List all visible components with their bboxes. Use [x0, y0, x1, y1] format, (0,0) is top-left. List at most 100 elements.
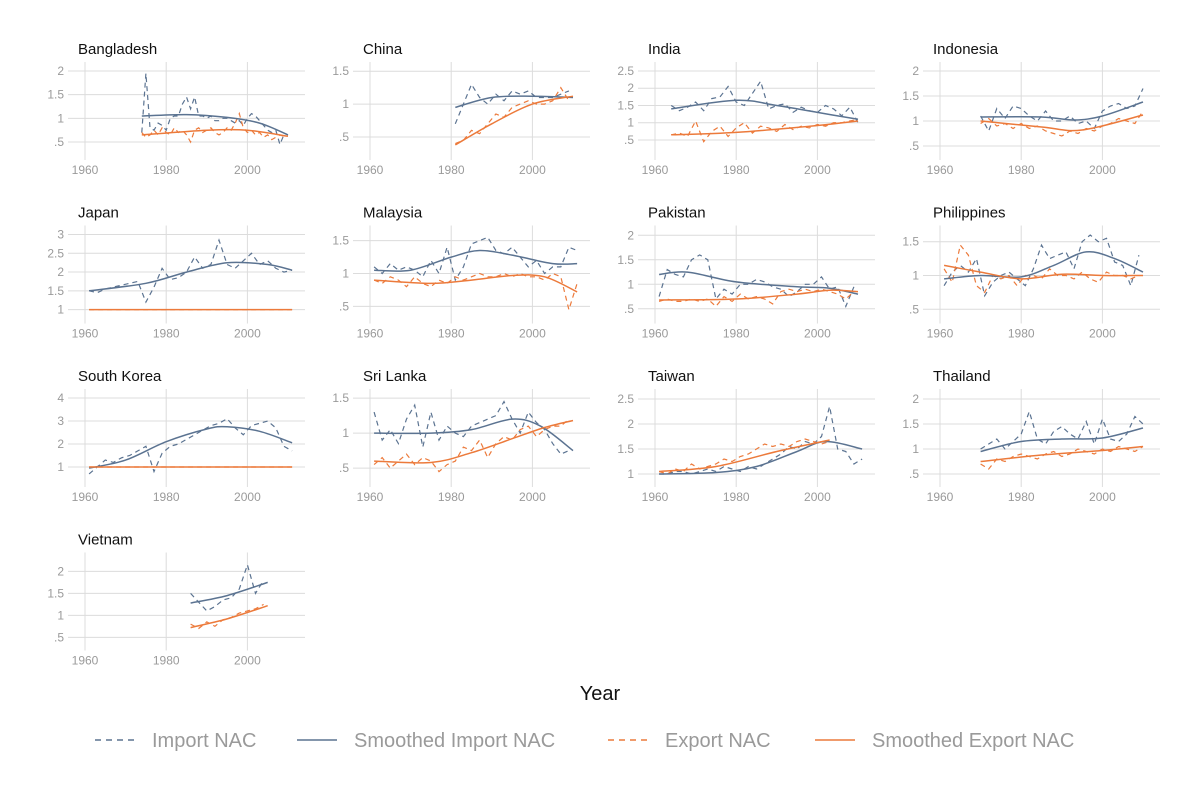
smoothed-export-nac-line	[980, 445, 1144, 463]
smoothed-import-nac-line	[88, 425, 293, 469]
import-nac-line	[373, 236, 578, 282]
smoothed-export-nac-line	[943, 264, 1144, 280]
x-tick-label: 2000	[804, 327, 831, 341]
export-nac-line	[980, 110, 1144, 137]
smoothed-export-nac-line	[671, 120, 859, 136]
y-tick-label: 1	[627, 467, 634, 481]
y-tick-label: 1.5	[902, 89, 919, 103]
x-tick-label: 1980	[438, 163, 465, 177]
y-tick-label: 1.5	[617, 98, 634, 112]
panel-title: Thailand	[933, 368, 991, 385]
y-tick-label: 2	[57, 64, 64, 78]
x-axis-title: Year	[580, 683, 621, 705]
y-tick-label: 2	[57, 437, 64, 451]
export-nac-line	[658, 288, 855, 308]
y-tick-label: 2.5	[617, 64, 634, 78]
panel-title: South Korea	[78, 368, 162, 385]
smoothed-import-nac-line	[89, 261, 293, 292]
smoothed-export-nac-line	[374, 274, 578, 293]
x-tick-label: 1980	[153, 163, 180, 177]
y-tick-label: 3	[57, 414, 64, 428]
y-tick-label: .5	[339, 299, 349, 313]
y-tick-label: .5	[54, 630, 64, 644]
import-nac-line	[190, 562, 265, 612]
smoothed-export-nac-line	[659, 289, 859, 301]
smoothed-export-nac-line	[190, 604, 268, 629]
export-nac-line	[373, 418, 570, 473]
y-tick-label: 2	[627, 417, 634, 431]
x-tick-label: 1960	[72, 327, 99, 341]
panel-title: Malaysia	[363, 205, 423, 222]
y-tick-label: 2	[912, 392, 919, 406]
import-nac-line	[141, 73, 285, 147]
import-nac-line	[88, 417, 293, 475]
x-tick-label: 1960	[72, 654, 99, 668]
y-tick-label: .5	[909, 139, 919, 153]
x-tick-label: 1960	[927, 490, 954, 504]
panel-title: China	[363, 41, 403, 58]
smoothed-import-nac-line	[374, 418, 574, 452]
y-tick-label: 1.5	[902, 235, 919, 249]
smoothed-import-nac-line	[659, 440, 863, 475]
export-nac-line	[455, 86, 570, 145]
y-tick-label: 1	[627, 116, 634, 130]
import-nac-line	[943, 234, 1140, 298]
smoothed-import-nac-line	[944, 250, 1144, 280]
x-tick-label: 1980	[723, 327, 750, 341]
x-tick-label: 1980	[1008, 327, 1035, 341]
y-tick-label: 1.5	[902, 417, 919, 431]
x-tick-label: 2000	[234, 327, 261, 341]
y-tick-label: 4	[57, 391, 64, 405]
y-tick-label: 2	[627, 228, 634, 242]
y-tick-label: .5	[624, 133, 634, 147]
y-tick-label: .5	[909, 467, 919, 481]
x-tick-label: 2000	[234, 490, 261, 504]
y-tick-label: 1.5	[332, 64, 349, 78]
x-tick-label: 2000	[234, 163, 261, 177]
x-tick-label: 1960	[642, 327, 669, 341]
smoothed-export-nac-line	[141, 128, 289, 138]
y-tick-label: 1	[627, 277, 634, 291]
panel-title: India	[648, 41, 681, 58]
x-tick-label: 1960	[642, 490, 669, 504]
y-tick-label: 2	[912, 64, 919, 78]
legend: Import NAC Smoothed Import NAC Export NAC S…	[95, 730, 1074, 752]
x-tick-label: 1960	[357, 327, 384, 341]
import-nac-line	[980, 88, 1144, 133]
export-nac-line	[943, 243, 1140, 294]
x-tick-label: 1960	[357, 490, 384, 504]
x-tick-label: 1960	[642, 163, 669, 177]
y-tick-label: .5	[339, 461, 349, 475]
panel-title: Japan	[78, 205, 119, 222]
x-tick-label: 1980	[153, 490, 180, 504]
legend-item: Import NAC	[95, 730, 256, 752]
import-nac-line	[454, 83, 570, 125]
x-tick-label: 2000	[234, 654, 261, 668]
y-tick-label: 2.5	[47, 246, 64, 260]
panel-title: Indonesia	[933, 41, 999, 58]
import-nac-line	[373, 400, 570, 455]
smoothed-import-nac-line	[455, 95, 574, 109]
import-nac-line	[670, 79, 859, 123]
y-tick-label: 2.5	[617, 392, 634, 406]
x-tick-label: 2000	[519, 327, 546, 341]
export-nac-line	[671, 118, 859, 143]
smoothed-import-nac-line	[190, 581, 268, 604]
panel-title: Philippines	[933, 205, 1006, 222]
y-tick-label: .5	[624, 302, 634, 316]
smoothed-export-nac-line	[454, 95, 574, 146]
legend-label: Import NAC	[152, 730, 256, 752]
x-tick-label: 2000	[519, 163, 546, 177]
y-tick-label: 1	[912, 269, 919, 283]
x-tick-label: 1980	[438, 490, 465, 504]
